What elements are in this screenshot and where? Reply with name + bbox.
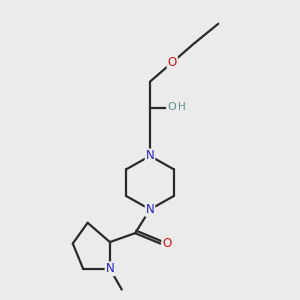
Text: N: N bbox=[146, 149, 154, 162]
Text: O: O bbox=[167, 102, 176, 112]
Text: N: N bbox=[106, 262, 114, 275]
Text: H: H bbox=[178, 102, 186, 112]
Text: O: O bbox=[162, 237, 172, 250]
Text: O: O bbox=[168, 56, 177, 69]
Text: N: N bbox=[146, 203, 154, 216]
